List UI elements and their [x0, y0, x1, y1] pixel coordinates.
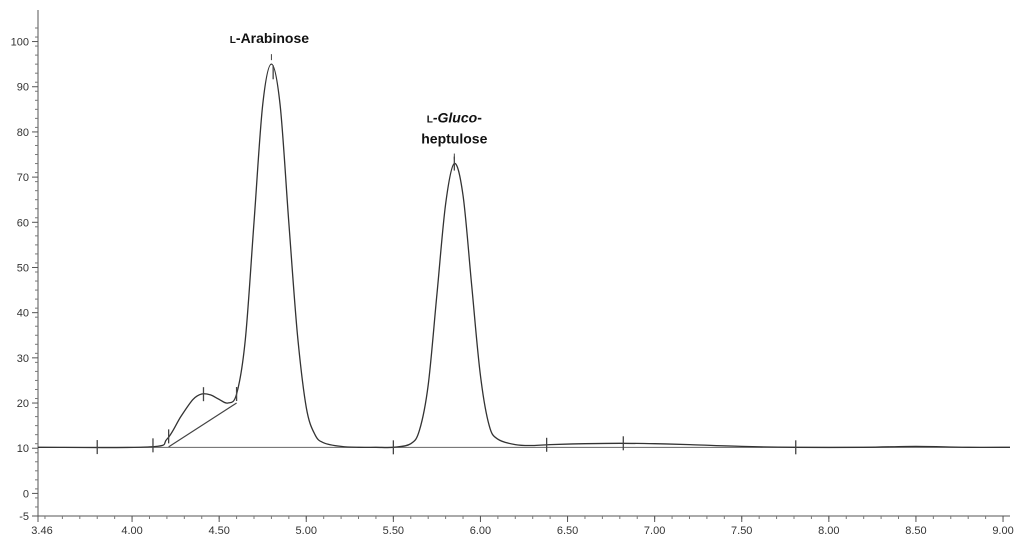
y-tick-label: 0 [23, 488, 29, 500]
series-group [37, 63, 1011, 449]
y-tick-label: 50 [17, 262, 29, 274]
x-tick-label: 3.46 [31, 525, 52, 537]
y-tick-label: 20 [17, 398, 29, 410]
y-tick-label: 60 [17, 217, 29, 229]
x-tick-label: 8.00 [818, 525, 839, 537]
peak-label-arabinose-main: -Arabinose [236, 30, 309, 46]
peak-label-arabinose: L-Arabinose [230, 30, 309, 46]
y-axis: -5 0 10 20 30 40 50 60 70 80 90 100 [11, 10, 39, 523]
x-tick-label: 5.00 [296, 525, 317, 537]
marks-group [96, 54, 797, 455]
peak-label-glucoheptulose-prefix: L [427, 115, 433, 126]
x-axis: 3.46 4.00 4.50 5.00 5.50 6.00 6.50 7.00 7.50 8.00… [31, 515, 1014, 537]
shoulder-baseline [168, 402, 237, 448]
peak-label-arabinose-prefix: L [230, 35, 236, 46]
peak-label-glucoheptulose-suffix: - [477, 110, 482, 126]
x-tick-label: 4.50 [208, 525, 229, 537]
y-tick-label: 70 [17, 172, 29, 184]
y-tick-label: 90 [17, 82, 29, 94]
peak-label-glucoheptulose-italic: -Gluco [433, 110, 478, 126]
y-tick-label: 100 [11, 37, 29, 49]
x-tick-label: 6.00 [470, 525, 491, 537]
y-tick-label: 10 [17, 443, 29, 455]
series-line-0 [37, 63, 1011, 449]
x-tick-label: 5.50 [383, 525, 404, 537]
peak-label-glucoheptulose-line2: heptulose [421, 131, 487, 147]
x-tick-label: 9.00 [992, 525, 1013, 537]
x-tick-label: 7.00 [644, 525, 665, 537]
x-tick-label: 4.00 [121, 525, 142, 537]
peak-label-glucoheptulose-line1: L-Gluco- [427, 110, 482, 126]
baseline-group [38, 402, 1010, 448]
x-tick-label: 7.50 [731, 525, 752, 537]
y-tick-label: -5 [19, 511, 29, 523]
y-tick-label: 80 [17, 127, 29, 139]
y-tick-label: 40 [17, 308, 29, 320]
y-tick-label: 30 [17, 353, 29, 365]
x-tick-label: 8.50 [905, 525, 926, 537]
x-tick-label: 6.50 [557, 525, 578, 537]
